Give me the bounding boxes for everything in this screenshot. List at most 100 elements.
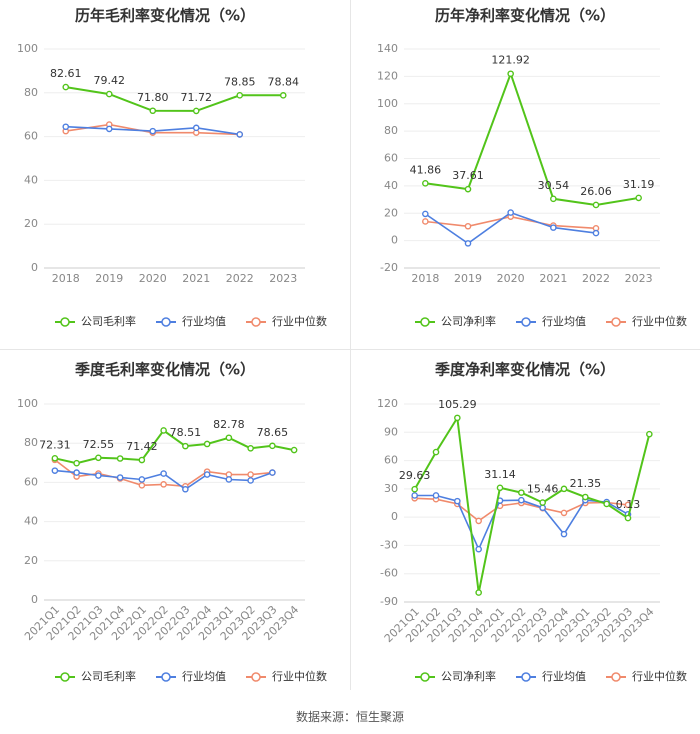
data-label: 15.46 [527,483,559,496]
data-label: 29.63 [399,469,431,482]
y-tick-label: 60 [24,130,38,143]
company-point [475,589,482,596]
industry-median-point [475,517,482,525]
legend-marker [60,672,70,682]
data-label: 79.42 [94,74,126,87]
company-point [149,107,157,115]
company-point [116,455,124,462]
y-tick-label: 0 [391,234,398,247]
industry-avg-point [550,224,557,231]
x-tick-label: 2023 [625,272,653,285]
company-point [624,514,632,522]
industry-avg-point [225,476,233,483]
data-label: 72.31 [39,438,71,451]
industry-avg-point [192,124,200,132]
legend-marker [420,672,430,682]
company-point [539,499,546,506]
y-tick-label: 80 [24,86,38,99]
y-tick-label: 90 [384,425,398,438]
company-point [550,195,557,203]
company-point [225,434,233,442]
y-tick-label: 40 [24,173,38,186]
y-tick-label: 80 [24,436,38,449]
industry-avg-point [116,474,124,481]
company-point [73,459,80,467]
company-point [105,90,113,98]
chart-2: 历年净利率变化情况（%） -20 0 20 40 60 80 100 120 140 2018 201… [377,7,687,329]
company-point [95,454,102,462]
data-label: 30.54 [538,179,570,192]
legend: 公司净利率 行业均值 行业中位数 [415,314,687,328]
y-tick-label: 20 [24,554,38,567]
legend-label: 行业均值 [542,315,586,328]
y-tick-label: 120 [377,69,398,82]
legend-marker [60,317,70,327]
company-point [411,485,418,493]
data-label: 26.06 [580,185,612,198]
industry-avg-point [236,131,244,138]
industry-avg-point [518,496,525,504]
company-point [62,83,70,91]
chart-title: 历年净利率变化情况（%） [435,7,615,25]
legend-marker [611,672,621,682]
legend: 公司净利率 行业均值 行业中位数 [415,669,687,683]
y-tick-label: 100 [377,97,398,110]
legend-item-company: 公司毛利率 [55,314,136,328]
company-point [192,107,200,115]
company-point [454,414,461,422]
industry-avg-point [475,545,482,553]
legend-marker [161,317,171,327]
industry-avg-point [73,469,80,476]
data-label: 78.51 [170,426,202,439]
legend-marker [521,317,531,327]
data-source-note: 数据来源：恒生聚源 [295,710,404,724]
company-point [603,500,610,508]
x-tick-label: 2019 [454,272,482,285]
industry-median-point [560,509,568,517]
legend-label: 行业均值 [182,670,226,683]
legend-item-industry-avg: 行业均值 [156,315,226,328]
company-point [203,440,211,448]
y-tick-label: 80 [384,124,398,137]
legend-marker [251,317,261,327]
x-tick-label: 2022 [582,272,610,285]
y-tick-label: 40 [384,179,398,192]
legend-label: 行业中位数 [272,314,327,328]
industry-avg-point [51,467,59,474]
data-label: 71.80 [137,91,169,104]
legend-item-industry-avg: 行业均值 [516,670,586,683]
y-tick-label: 100 [17,397,38,410]
y-tick-label: 20 [24,217,38,230]
company-point [290,446,298,454]
data-label: 78.85 [224,75,256,88]
chart-3: 季度毛利率变化情况（%）0204060801002021Q12021Q22021… [17,361,327,684]
y-tick-label: 40 [24,515,38,528]
legend-label: 行业中位数 [632,314,687,328]
company-point [496,484,504,492]
x-tick-label: 2018 [411,272,439,285]
data-label: 78.65 [257,426,289,439]
legend-item-industry-median: 行业中位数 [606,669,687,683]
company-point [432,448,440,456]
legend-item-industry-median: 行业中位数 [606,314,687,328]
legend-marker [161,672,171,682]
company-point [582,493,589,501]
legend-item-industry-avg: 行业均值 [516,315,586,328]
industry-avg-point [182,485,189,493]
industry-avg-point [105,125,113,133]
industry-avg-point [247,477,254,484]
industry-avg-point [454,497,461,505]
company-line [413,414,651,593]
x-tick-label: 2022 [226,272,254,285]
chart-4: 季度净利率变化情况（%）-90-60-3003060901202021Q1202… [377,361,687,684]
chart-1: 历年毛利率变化情况（%） 0 20 40 60 80 100 2018 2019 2020 2021… [17,7,327,329]
y-tick-label: 30 [384,482,398,495]
industry-avg-point [592,229,600,237]
data-label: 72.55 [83,438,115,451]
data-label: 37.61 [452,169,484,182]
y-tick-label: 60 [384,454,398,467]
x-tick-label: 2021 [182,272,210,285]
y-tick-label: -20 [380,261,398,274]
company-point [635,194,642,202]
